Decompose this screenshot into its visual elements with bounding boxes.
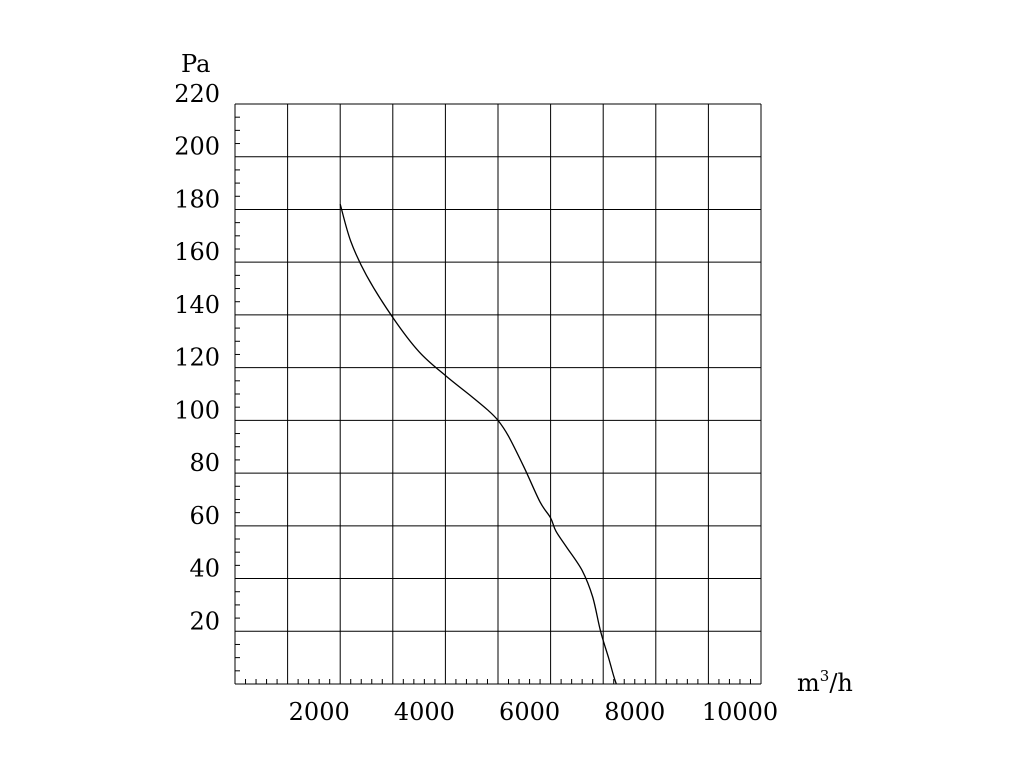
- minor-ticks: [235, 116, 751, 684]
- x-tick-label: 4000: [394, 698, 455, 726]
- y-tick-label: 20: [189, 607, 220, 635]
- x-tick-label: 6000: [499, 698, 560, 726]
- grid: [234, 103, 762, 685]
- y-tick-label: 180: [174, 185, 220, 213]
- y-tick-label: 140: [174, 291, 220, 319]
- y-tick-label: 100: [174, 396, 220, 424]
- x-axis-label: m3/h: [797, 667, 853, 697]
- x-tick-label: 8000: [604, 698, 665, 726]
- y-tick-label: 120: [174, 344, 220, 372]
- y-axis-label: Pa: [181, 50, 210, 78]
- x-tick-label: 2000: [289, 698, 350, 726]
- y-tick-label: 80: [189, 449, 220, 477]
- y-tick-label: 200: [174, 133, 220, 161]
- series-layer: [339, 204, 617, 685]
- tick-labels: 20 40 60 80 100 120 140 160 180 200 220 2000 4000 600…: [174, 80, 778, 726]
- y-tick-label: 160: [174, 238, 220, 266]
- x-tick-label: 10000: [702, 698, 778, 726]
- y-tick-label: 220: [174, 80, 220, 108]
- series-line: [339, 204, 617, 685]
- y-tick-label: 60: [189, 502, 220, 530]
- y-tick-label: 40: [189, 555, 220, 583]
